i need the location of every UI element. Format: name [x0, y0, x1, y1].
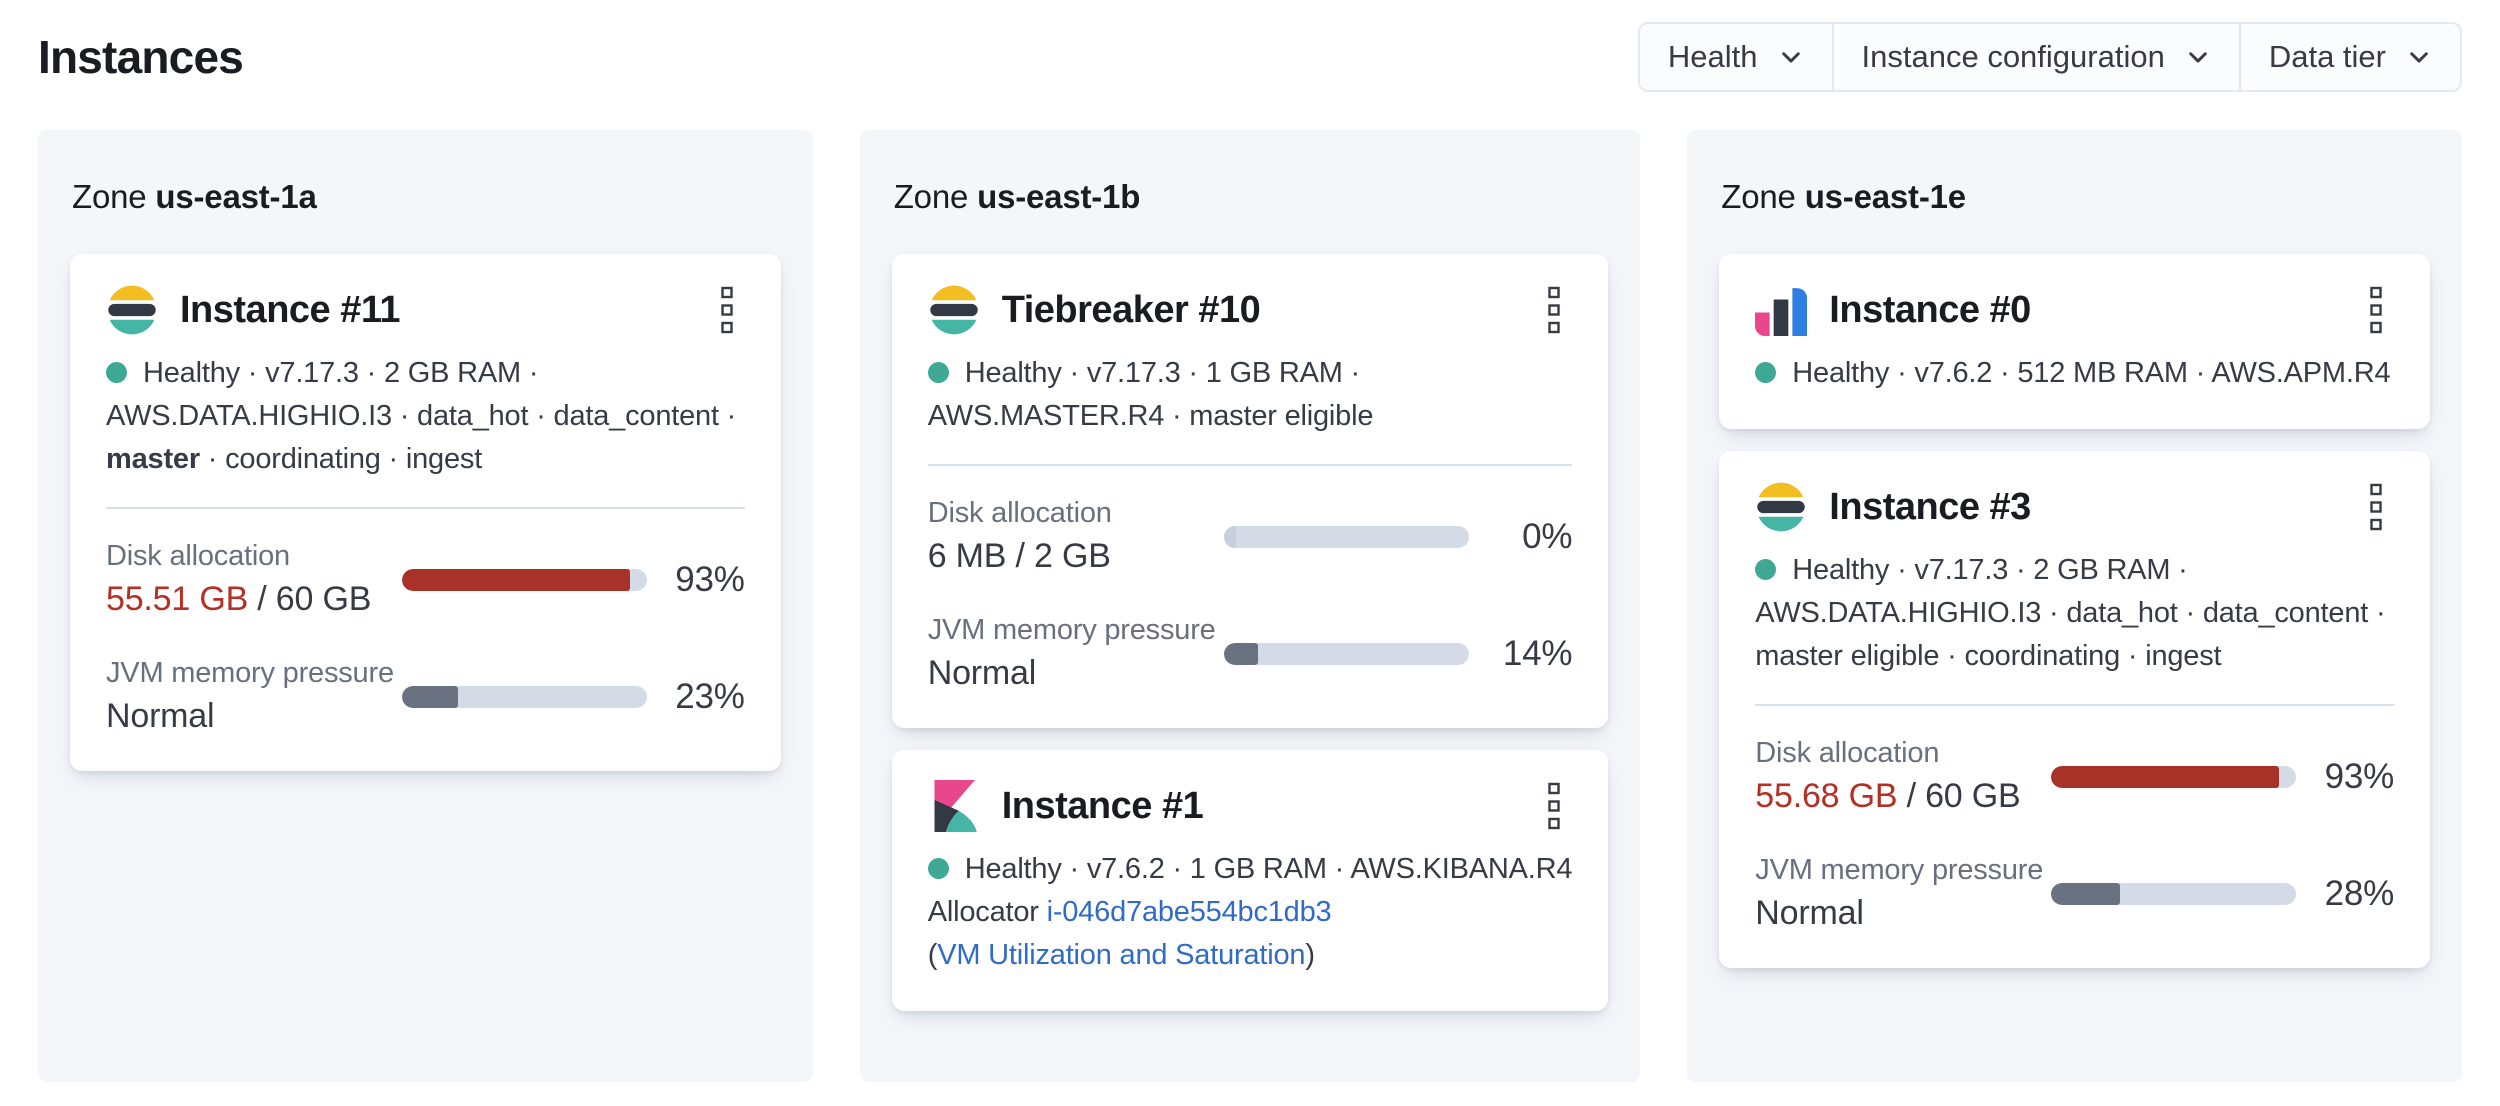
allocator-label: Allocator [927, 896, 1039, 928]
tiebreaker-card-10: Tiebreaker #10 Healthy · v7.17.3 · 1 GB … [891, 254, 1609, 728]
zone-panel-us-east-1a: Zone us-east-1a Instance #11 [38, 130, 813, 1082]
metric-label: Disk allocation [106, 540, 290, 572]
chevron-down-icon [2189, 52, 2207, 63]
jvm-memory-metric: JVM memory pressure Normal 14% [928, 613, 1573, 694]
instance-title: Instance #3 [1829, 485, 2031, 528]
instance-card-0: Instance #0 Healthy · v7.6.2 · 512 MB RA… [1719, 254, 2431, 429]
divider [106, 507, 745, 509]
zone-label: Zone us-east-1a [72, 178, 317, 215]
metric-value: 6 MB / 2 GB [927, 537, 1111, 575]
apm-icon [1755, 284, 1808, 336]
jvm-memory-bar [402, 685, 647, 708]
disk-allocation-metric: Disk allocation 6 MB / 2 GB 0% [928, 496, 1573, 577]
instance-card-11: Instance #11 Healthy · v7.17.3 · 2 GB RA… [70, 254, 781, 771]
instance-title: Instance #0 [1829, 288, 2031, 331]
boxes-vertical-icon [1548, 782, 1560, 830]
disk-allocation-bar [1223, 525, 1469, 548]
metric-value: 55.68 GB / 60 GB [1755, 777, 2021, 815]
filter-group: Health Instance configuration Data tier [1637, 22, 2462, 92]
metric-percent: 14% [1502, 633, 1573, 673]
filter-health-label: Health [1667, 39, 1758, 74]
metric-label: Disk allocation [1755, 737, 1940, 769]
boxes-vertical-icon [2370, 483, 2382, 531]
metric-label: JVM memory pressure [1755, 854, 2044, 886]
elasticsearch-icon [928, 284, 980, 336]
disk-allocation-metric: Disk allocation 55.68 GB / 60 GB 93% [1755, 736, 2394, 817]
jvm-memory-bar [1223, 642, 1469, 665]
health-dot-icon [106, 362, 127, 383]
health-dot-icon [1755, 559, 1777, 580]
disk-allocation-metric: Disk allocation 55.51 GB / 60 GB 93% [106, 539, 745, 620]
metric-percent: 23% [675, 676, 745, 716]
filter-data-tier-button[interactable]: Data tier [2238, 24, 2460, 90]
boxes-vertical-icon [1548, 286, 1560, 334]
divider [1755, 704, 2395, 706]
chevron-down-icon [1781, 52, 1800, 63]
elasticsearch-icon [106, 284, 158, 336]
divider [927, 464, 1573, 466]
metric-value: 55.51 GB / 60 GB [106, 580, 372, 618]
jvm-memory-metric: JVM memory pressure Normal 28% [1755, 853, 2394, 934]
instance-title: Tiebreaker #10 [1001, 288, 1261, 331]
filter-instance-configuration-label: Instance configuration [1861, 39, 2165, 74]
instance-title: Instance #11 [180, 288, 401, 331]
zone-label: Zone us-east-1e [1721, 178, 1966, 215]
health-dot-icon [1755, 362, 1777, 383]
metric-label: JVM memory pressure [106, 657, 394, 689]
jvm-memory-bar [2051, 882, 2297, 905]
zone-panel-us-east-1e: Zone us-east-1e Instance #0 [1687, 130, 2463, 1082]
instance-card-1: Instance #1 Healthy · v7.6.2 · 1 GB RAM … [891, 750, 1609, 1011]
disk-allocation-bar [2051, 765, 2297, 788]
allocator-link[interactable]: i-046d7abe554bc1db3 [1046, 896, 1332, 928]
page-title: Instances [38, 31, 244, 83]
elasticsearch-icon [1755, 481, 1807, 533]
boxes-vertical-icon [721, 286, 733, 334]
zone-panel-us-east-1b: Zone us-east-1b Tiebreaker #10 [859, 130, 1641, 1082]
instance-card-3: Instance #3 Healthy · v7.17.3 · 2 GB RAM… [1719, 451, 2431, 968]
instance-title: Instance #1 [1001, 784, 1204, 827]
instance-menu-button[interactable] [2358, 284, 2394, 336]
health-dot-icon [927, 858, 949, 879]
kibana-icon [928, 780, 980, 832]
instance-menu-button[interactable] [709, 284, 745, 336]
zones-container: Zone us-east-1a Instance #11 [0, 130, 2500, 1082]
instance-status: Healthy · v7.17.3 · 2 GB RAM · AWS.DATA.… [1755, 554, 2386, 672]
metric-label: Disk allocation [927, 497, 1112, 529]
metric-value: Normal [106, 697, 215, 735]
metric-value: Normal [927, 654, 1037, 692]
metric-percent: 28% [2324, 873, 2395, 913]
health-dot-icon [927, 362, 949, 383]
metric-percent: 93% [675, 559, 745, 599]
vm-utilization-link[interactable]: VM Utilization and Saturation [937, 939, 1306, 971]
top-bar: Instances Health Instance configuration … [0, 0, 2500, 92]
instance-status: Healthy · v7.17.3 · 2 GB RAM · AWS.DATA.… [106, 357, 737, 475]
filter-instance-configuration-button[interactable]: Instance configuration [1831, 24, 2239, 90]
instance-menu-button[interactable] [1536, 284, 1572, 336]
jvm-memory-metric: JVM memory pressure Normal 23% [106, 656, 745, 737]
filter-health-button[interactable]: Health [1640, 24, 1832, 90]
metric-percent: 0% [1522, 516, 1573, 556]
instance-menu-button[interactable] [1536, 780, 1572, 832]
filter-data-tier-label: Data tier [2268, 39, 2386, 74]
instance-status: Healthy · v7.6.2 · 1 GB RAM · AWS.KIBANA… [927, 853, 1573, 971]
instance-status: Healthy · v7.17.3 · 1 GB RAM · AWS.MASTE… [927, 357, 1374, 432]
zone-label: Zone us-east-1b [893, 178, 1141, 215]
chevron-down-icon [2410, 52, 2428, 63]
metric-value: Normal [1755, 894, 1864, 932]
disk-allocation-bar [402, 568, 647, 591]
instance-status: Healthy · v7.6.2 · 512 MB RAM · AWS.APM.… [1755, 352, 2394, 395]
instance-menu-button[interactable] [2358, 481, 2394, 533]
metric-label: JVM memory pressure [927, 614, 1216, 646]
metric-percent: 93% [2324, 756, 2395, 796]
boxes-vertical-icon [2370, 286, 2382, 334]
